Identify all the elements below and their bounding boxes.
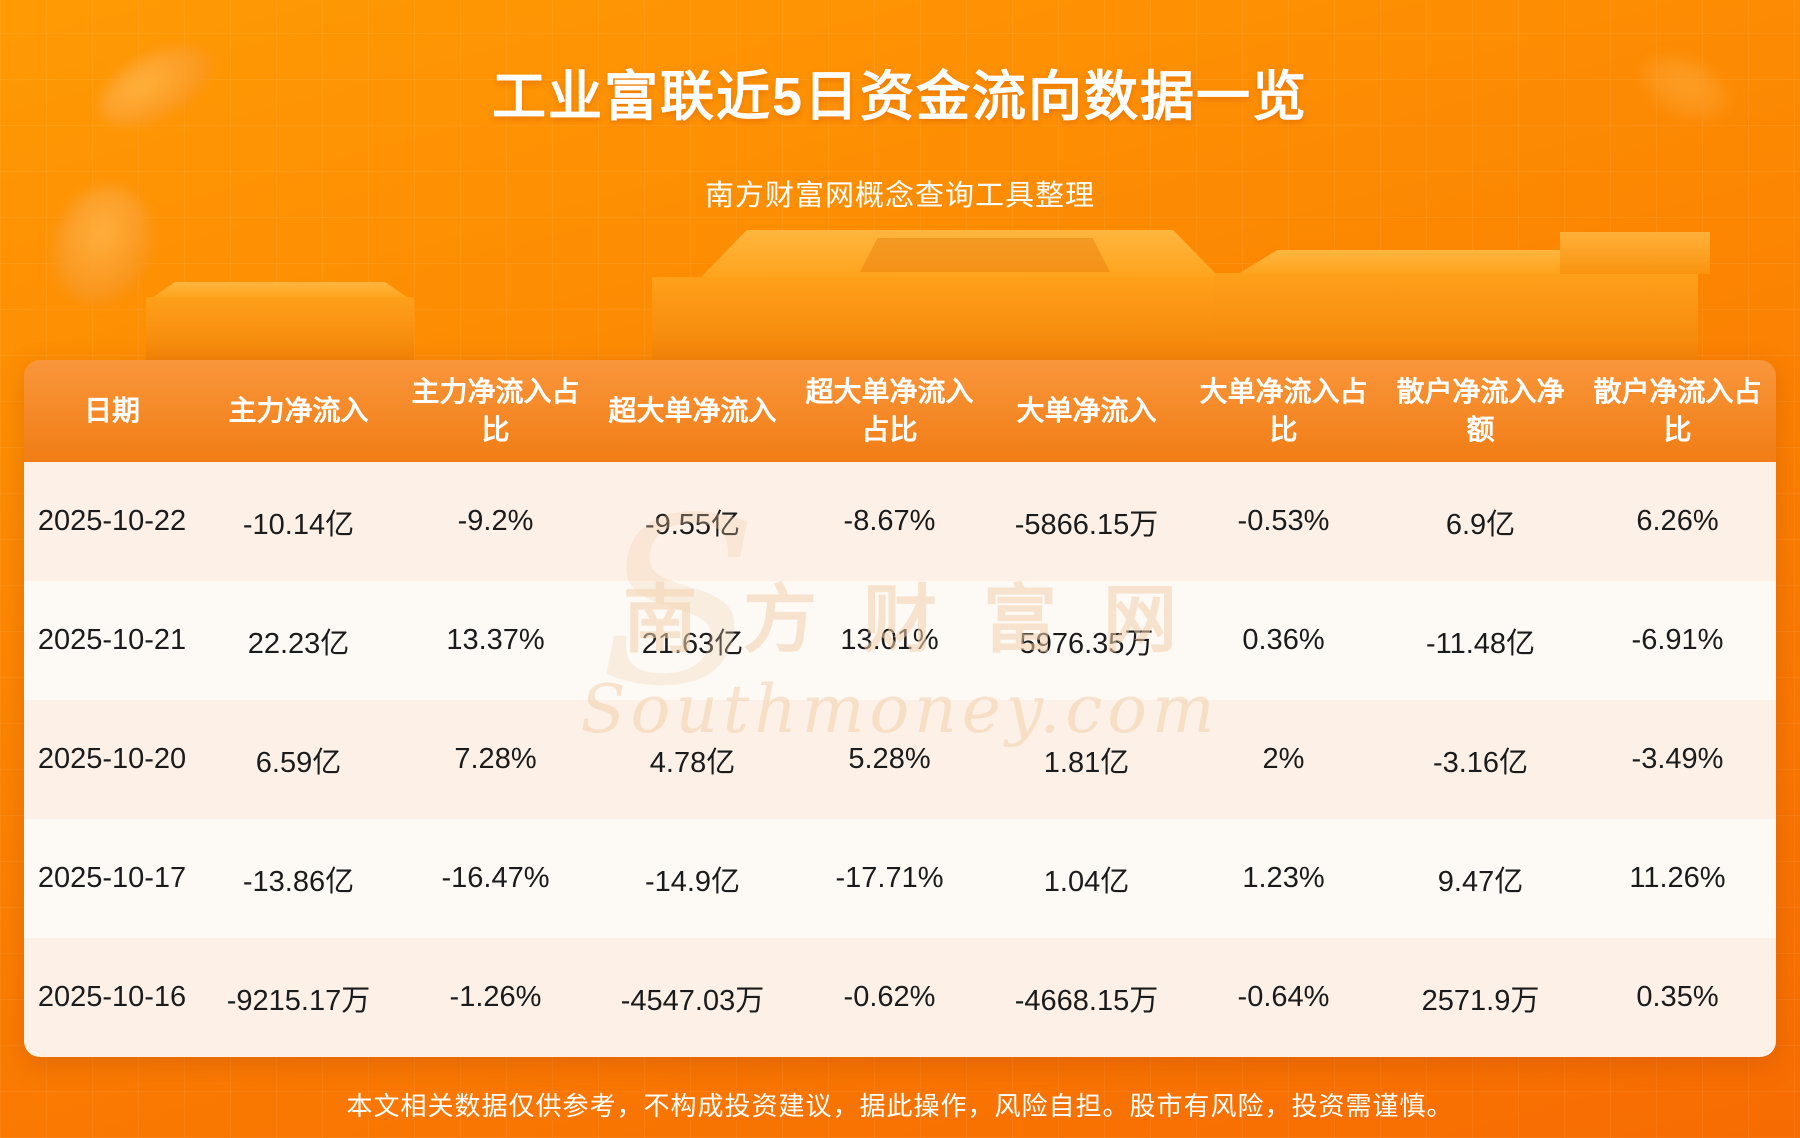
value-cell: -3.16亿	[1382, 700, 1579, 819]
value-cell: 6.59亿	[200, 700, 397, 819]
value-cell: -13.86亿	[200, 819, 397, 938]
podium-center-top	[700, 230, 1220, 278]
value-cell: 1.23%	[1185, 819, 1382, 938]
podium-right-top	[1238, 250, 1674, 274]
value-cell: 13.37%	[397, 581, 594, 700]
podium-center-inset	[860, 238, 1110, 272]
value-cell: 22.23亿	[200, 581, 397, 700]
date-cell: 2025-10-22	[24, 462, 200, 581]
value-cell: 2%	[1185, 700, 1382, 819]
podium-right-front	[1214, 273, 1698, 361]
value-cell: -3.49%	[1579, 700, 1776, 819]
disclaimer-text: 本文相关数据仅供参考，不构成投资建议，据此操作，风险自担。股市有风险，投资需谨慎…	[346, 1091, 1454, 1121]
column-header: 主力净流入	[200, 360, 397, 462]
column-header: 主力净流入占比	[397, 360, 594, 462]
column-header: 超大单净流入	[594, 360, 791, 462]
table-row: 2025-10-16 -9215.17万 -1.26% -4547.03万 -0.62%…	[24, 938, 1776, 1057]
value-cell: -0.64%	[1185, 938, 1382, 1057]
page-subtitle: 南方财富网概念查询工具整理	[704, 180, 1095, 212]
date-cell: 2025-10-20	[24, 700, 200, 819]
podium-center-front	[652, 277, 1268, 361]
column-header: 散户净流入占比	[1579, 360, 1776, 462]
value-cell: -6.91%	[1579, 581, 1776, 700]
value-cell: -9.55亿	[594, 462, 791, 581]
table-header: 日期 主力净流入 主力净流入占比 超大单净流入 超大单净流入占比 大单净流入 大单净流入占比…	[24, 360, 1776, 462]
column-header: 日期	[24, 360, 200, 462]
value-cell: 7.28%	[397, 700, 594, 819]
data-table: 日期 主力净流入 主力净流入占比 超大单净流入 超大单净流入占比 大单净流入 大单净流入占比…	[24, 360, 1776, 1057]
table-row: 2025-10-17 -13.86亿 -16.47% -14.9亿 -17.71% 1.0…	[24, 819, 1776, 938]
value-cell: -0.53%	[1185, 462, 1382, 581]
value-cell: 2571.9万	[1382, 938, 1579, 1057]
value-cell: 13.01%	[791, 581, 988, 700]
value-cell: 11.26%	[1579, 819, 1776, 938]
table-header-row: 日期 主力净流入 主力净流入占比 超大单净流入 超大单净流入占比 大单净流入 大单净流入占比…	[24, 360, 1776, 462]
value-cell: 6.9亿	[1382, 462, 1579, 581]
table-row: 2025-10-20 6.59亿 7.28% 4.78亿 5.28% 1.81亿 2% -3.…	[24, 700, 1776, 819]
value-cell: -9.2%	[397, 462, 594, 581]
value-cell: -14.9亿	[594, 819, 791, 938]
podium-right-step	[1560, 232, 1710, 274]
column-header: 散户净流入净额	[1382, 360, 1579, 462]
decor-leaf-right	[1514, 230, 1676, 332]
value-cell: 0.35%	[1579, 938, 1776, 1057]
table-row: 2025-10-22 -10.14亿 -9.2% -9.55亿 -8.67% -5866.…	[24, 462, 1776, 581]
value-cell: -10.14亿	[200, 462, 397, 581]
fund-flow-table: 日期 主力净流入 主力净流入占比 超大单净流入 超大单净流入占比 大单净流入 大单净流入占比…	[24, 360, 1776, 1057]
value-cell: -1.26%	[397, 938, 594, 1057]
page-title: 工业富联近5日资金流向数据一览	[491, 67, 1309, 127]
value-cell: -8.67%	[791, 462, 988, 581]
table-body: 2025-10-22 -10.14亿 -9.2% -9.55亿 -8.67% -5866.…	[24, 462, 1776, 1057]
value-cell: -4668.15万	[988, 938, 1185, 1057]
date-cell: 2025-10-16	[24, 938, 200, 1057]
value-cell: 1.04亿	[988, 819, 1185, 938]
column-header: 大单净流入占比	[1185, 360, 1382, 462]
column-header: 超大单净流入占比	[791, 360, 988, 462]
value-cell: -16.47%	[397, 819, 594, 938]
value-cell: -4547.03万	[594, 938, 791, 1057]
value-cell: -5866.15万	[988, 462, 1185, 581]
podium-left-front	[146, 297, 414, 361]
column-header: 大单净流入	[988, 360, 1185, 462]
value-cell: 9.47亿	[1382, 819, 1579, 938]
podium-left-top	[152, 282, 408, 298]
value-cell: -11.48亿	[1382, 581, 1579, 700]
value-cell: 4.78亿	[594, 700, 791, 819]
value-cell: 0.36%	[1185, 581, 1382, 700]
value-cell: 6.26%	[1579, 462, 1776, 581]
value-cell: 5.28%	[791, 700, 988, 819]
value-cell: 21.63亿	[594, 581, 791, 700]
date-cell: 2025-10-17	[24, 819, 200, 938]
value-cell: -0.62%	[791, 938, 988, 1057]
value-cell: -17.71%	[791, 819, 988, 938]
table-row: 2025-10-21 22.23亿 13.37% 21.63亿 13.01% 5976.3…	[24, 581, 1776, 700]
value-cell: 1.81亿	[988, 700, 1185, 819]
value-cell: -9215.17万	[200, 938, 397, 1057]
value-cell: 5976.35万	[988, 581, 1185, 700]
date-cell: 2025-10-21	[24, 581, 200, 700]
